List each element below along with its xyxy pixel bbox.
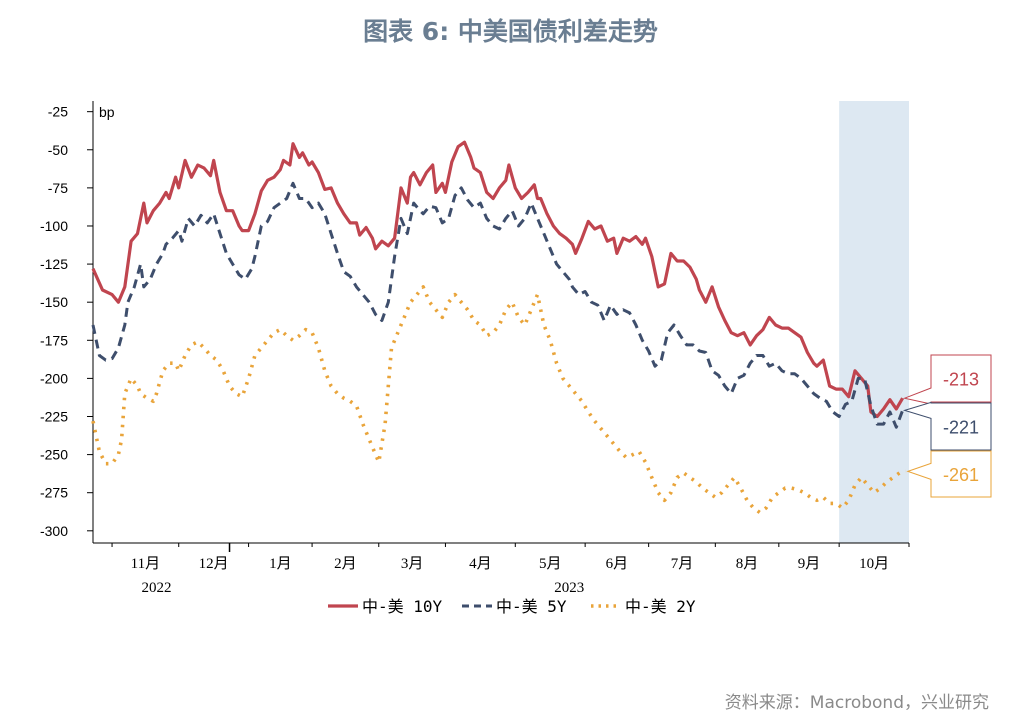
source-note: 资料来源：Macrobond，兴业研究 [724,693,989,713]
x-year-label: 2022 [142,580,172,596]
y-tick-label: -225 [40,408,68,424]
y-tick-label: -275 [40,485,68,501]
legend-label: 中-美 2Y [625,597,696,616]
series-layer [91,140,907,515]
x-month-label: 5月 [539,556,562,572]
x-axis: 11月 12月 1月 2月 3月 4月 5月 6月 7月 8月 9月 10月 2022 2023 [93,542,910,596]
legend: 中-美 10Y 中-美 5Y 中-美 2Y [328,597,696,616]
highlight-layer [839,101,909,543]
y-tick-label: -250 [40,447,68,463]
x-month-label: 3月 [401,556,424,572]
x-month-label: 1月 [269,556,292,572]
end-label-value: -261 [943,465,979,485]
y-axis-unit: bp [99,104,115,120]
chart-title: 图表 6: 中美国债利差走势 [363,17,658,46]
legend-label: 中-美 5Y [496,597,567,616]
x-month-label: 7月 [671,556,694,572]
x-month-label: 11月 [131,556,160,572]
end-label-box [906,450,992,498]
y-tick-label: -50 [48,142,68,158]
x-month-label: 4月 [469,556,492,572]
end-labels: -213 -221 -261 [902,354,992,498]
y-axis: -25 -50 -75 -100 -125 -150 -175 -200 -225 -250 -27… [40,101,115,543]
x-month-label: 10月 [859,556,889,572]
x-month-label: 8月 [736,556,759,572]
series-line-2y [91,285,907,515]
y-tick-label: -75 [48,180,68,196]
end-label-value: -213 [943,370,979,390]
y-tick-label: -150 [40,294,68,310]
legend-label: 中-美 10Y [362,597,443,616]
y-tick-label: -200 [40,370,68,386]
x-month-label: 6月 [606,556,629,572]
y-tick-label: -300 [40,523,68,539]
highlight-band [839,101,909,543]
x-month-label: 12月 [199,556,229,572]
y-tick-label: -100 [40,218,68,234]
end-label-value: -221 [943,418,979,438]
y-tick-label: -125 [40,256,68,272]
y-tick-label: -25 [48,104,68,120]
x-year-label: 2023 [554,580,584,596]
series-line-10y [91,140,904,419]
end-label-box [902,401,992,451]
x-month-label: 2月 [334,556,357,572]
y-tick-label: -175 [40,332,68,348]
series-line-5y [91,181,905,429]
x-month-label: 9月 [798,556,821,572]
